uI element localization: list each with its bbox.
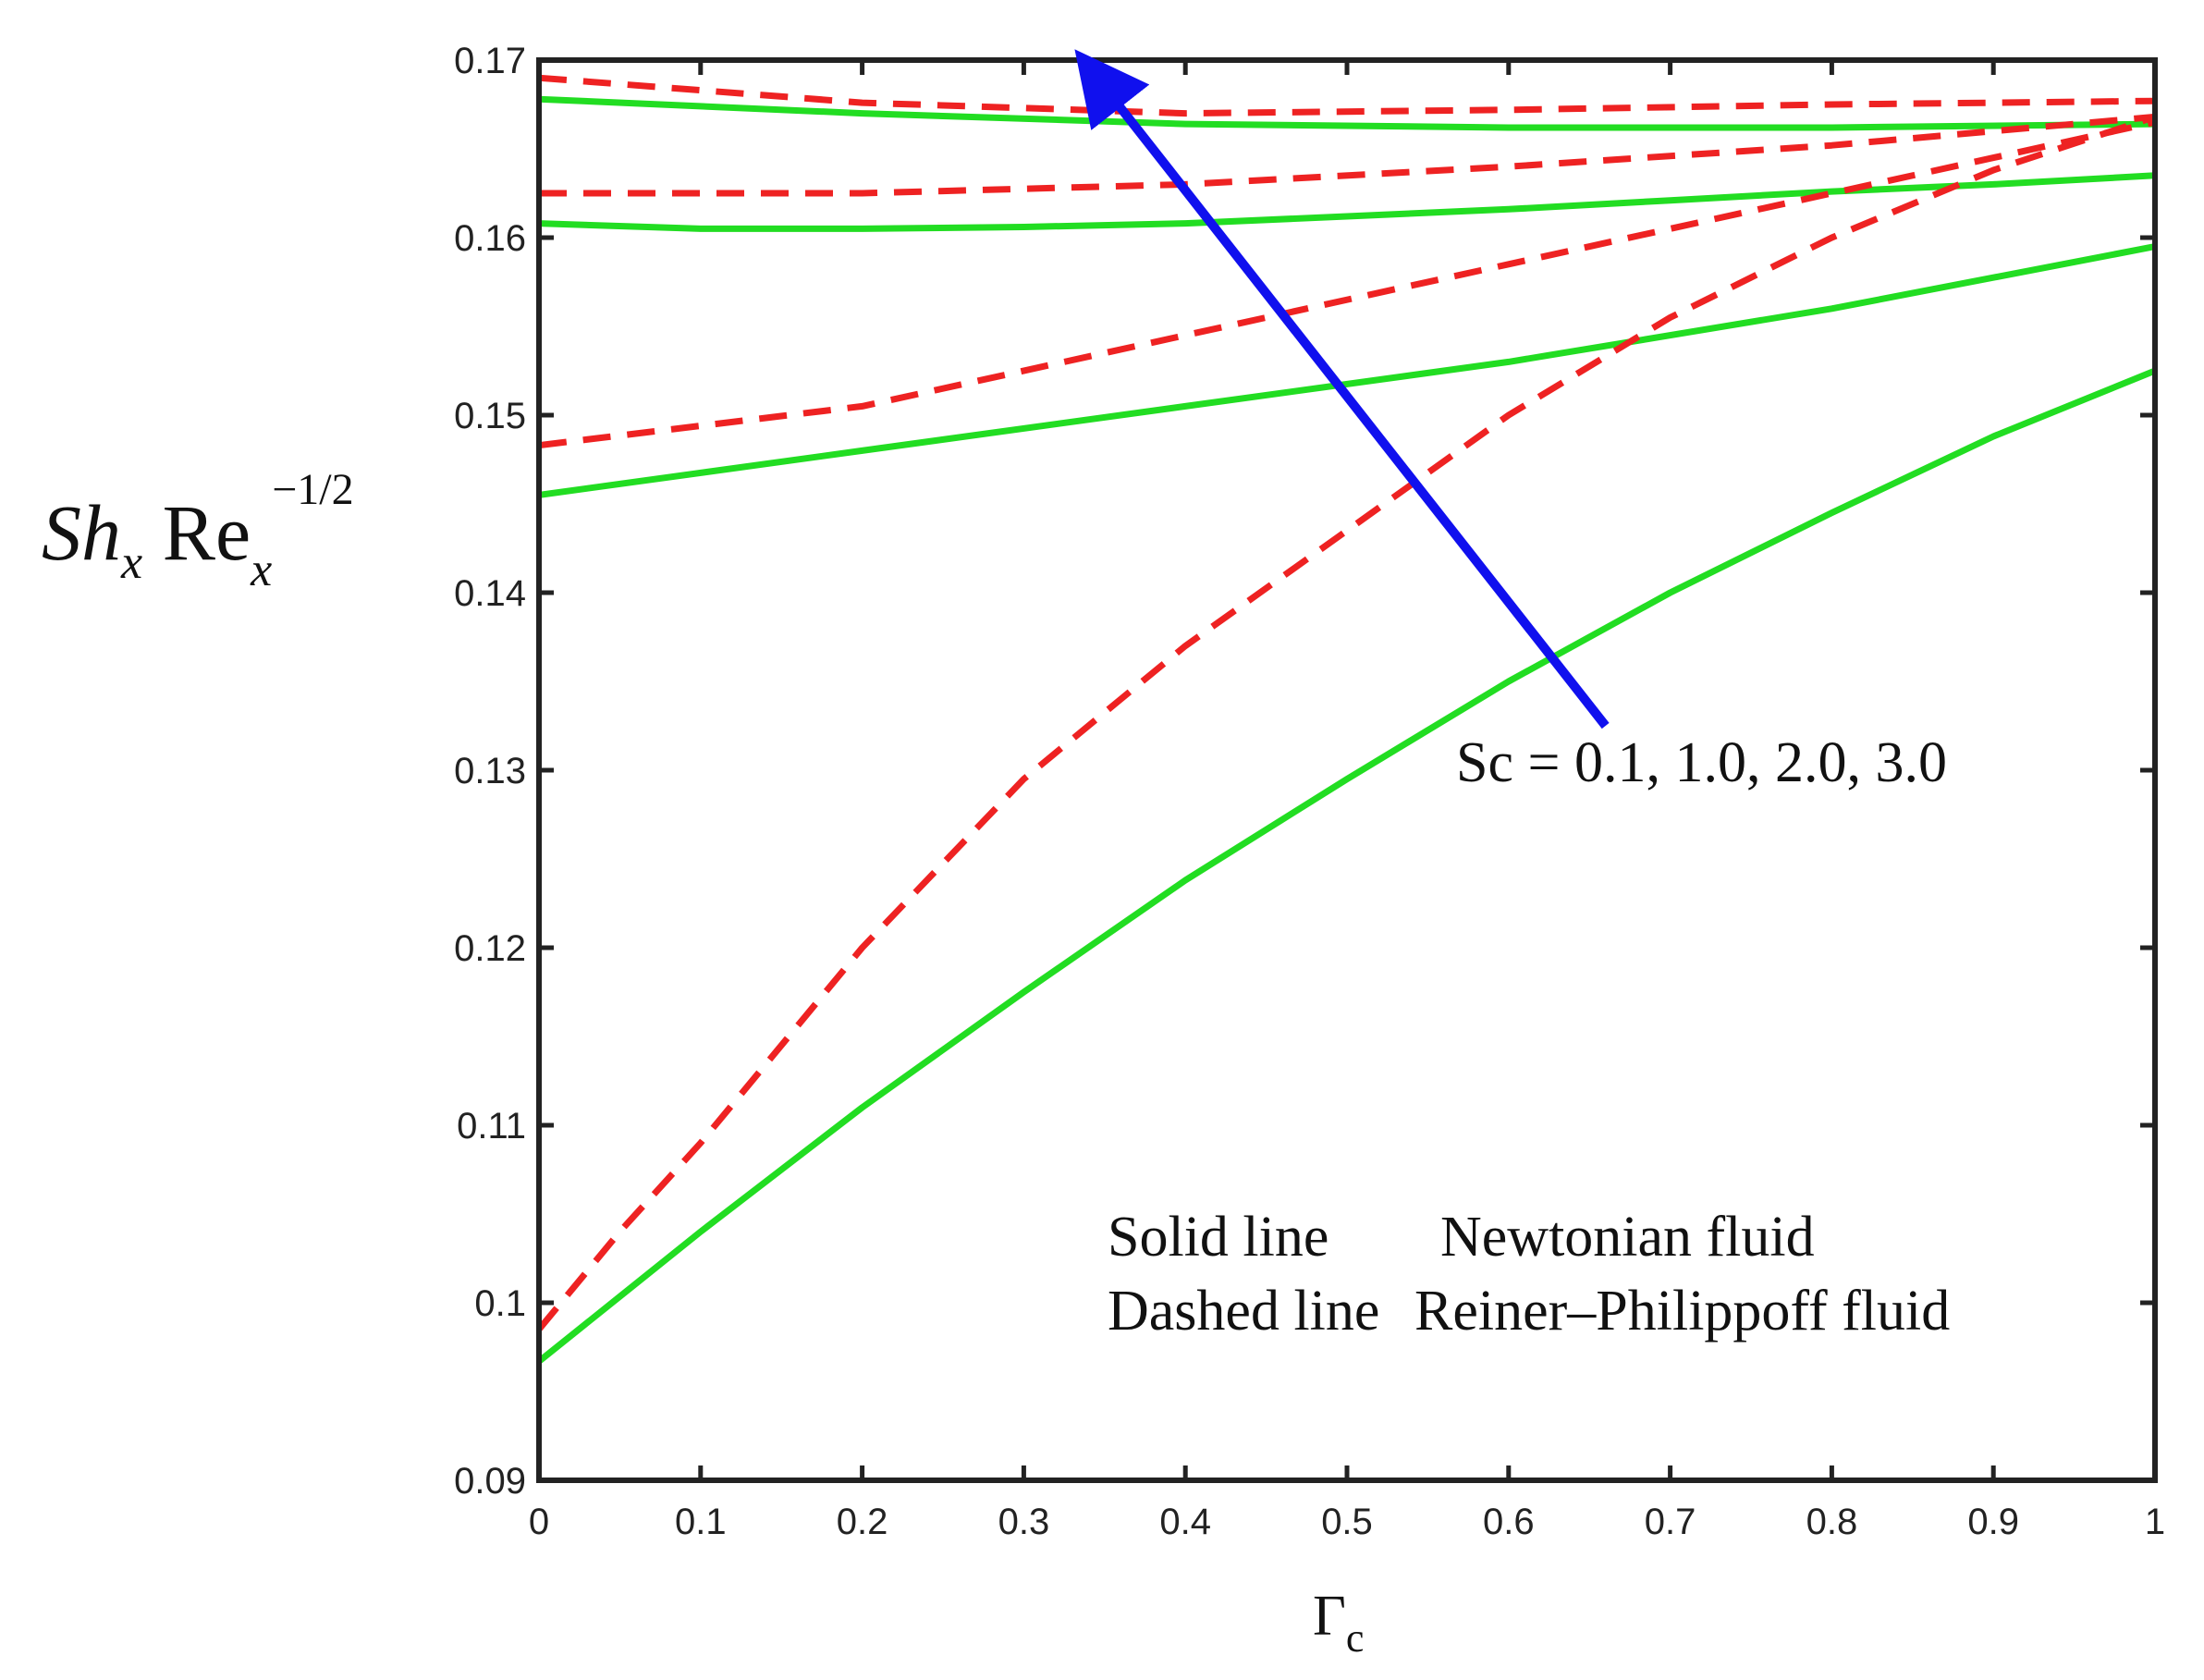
x-tick-label: 0.1 [675,1502,727,1542]
x-tick-label: 1 [2145,1502,2165,1542]
arrow-layer [1074,49,1610,730]
sc-annotation: Sc = 0.1, 1.0, 2.0, 3.0 [1456,731,1947,794]
sc-arrow [1074,49,1610,730]
y-tick-label: 0.11 [457,1106,526,1147]
y-tick-label: 0.1 [474,1283,526,1324]
y-tick-label: 0.17 [454,41,526,81]
x-tick-label: 0.6 [1483,1502,1535,1542]
legend-dashed-label: Reiner–Philippoff fluid [1414,1280,1950,1343]
x-tick-label: 0.9 [1967,1502,2019,1542]
plot-frame [536,57,2158,1483]
legend-solid-label: Newtonian fluid [1440,1206,1815,1269]
series-line-solid-1 [539,367,2155,1365]
series-line-dashed-8 [539,74,2155,117]
x-axis-label: Γc [1313,1585,1364,1661]
x-tick-label: 0.8 [1806,1502,1858,1542]
legend: Solid line Newtonian fluid Dashed line R… [1108,1206,1950,1343]
y-tick-label: 0.14 [454,573,526,614]
x-tick-label: 0.5 [1321,1502,1373,1542]
series-line-dashed-7 [539,113,2155,197]
series-line-dashed-6 [539,118,2155,449]
legend-dashed-style: Dashed line [1108,1280,1379,1343]
x-tick-label: 0.2 [837,1502,888,1542]
x-tick-label: 0 [529,1502,549,1542]
y-tick-label: 0.12 [454,928,526,969]
y-axis-label: Shx Rex−1/2 [42,465,354,596]
series-line-dashed-5 [539,114,2155,1332]
y-tick-label: 0.09 [454,1461,526,1502]
legend-solid-style: Solid line [1108,1206,1329,1269]
series-line-solid-4 [539,95,2155,131]
series-layer [539,74,2155,1365]
y-tick-label: 0.15 [454,396,526,436]
y-tick-label: 0.16 [454,218,526,259]
x-tick-label: 0.4 [1159,1502,1211,1542]
y-tick-label: 0.13 [454,751,526,791]
x-tick-label: 0.7 [1645,1502,1696,1542]
tick-layer: 0 0.1 0.2 0.3 0.4 0.5 0.6 0.7 0.8 0.9 1 0.09 0.1 0.11… [454,41,2165,1542]
series-line-solid-2 [539,243,2155,498]
x-tick-label: 0.3 [998,1502,1050,1542]
series-line-solid-3 [539,172,2155,232]
